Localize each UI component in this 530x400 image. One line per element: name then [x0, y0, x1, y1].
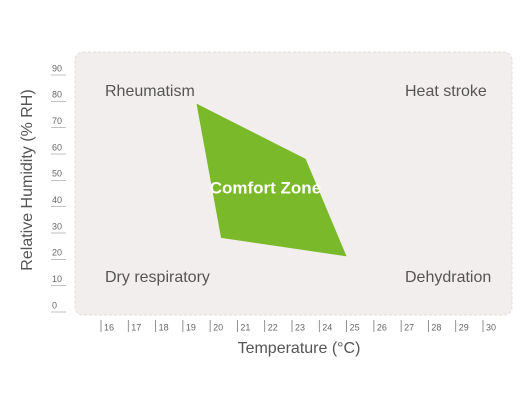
x-tick-label: 16 — [104, 322, 114, 332]
x-tick-label: 30 — [486, 322, 496, 332]
y-tick-label: 90 — [52, 63, 62, 73]
annotation: Dry respiratory — [105, 269, 210, 286]
x-tick-label: 19 — [186, 322, 196, 332]
x-tick-label: 21 — [240, 322, 250, 332]
y-tick-label: 80 — [52, 90, 62, 100]
x-tick-label: 20 — [213, 322, 223, 332]
x-tick-label: 24 — [322, 322, 332, 332]
x-tick-label: 28 — [431, 322, 441, 332]
annotation: Dehydration — [405, 269, 491, 286]
x-tick-label: 23 — [295, 322, 305, 332]
x-tick-label: 26 — [377, 322, 387, 332]
y-tick-label: 30 — [52, 221, 62, 231]
y-tick-label: 20 — [52, 248, 62, 258]
x-tick-label: 29 — [459, 322, 469, 332]
y-tick-label: 60 — [52, 142, 62, 152]
y-tick-label: 10 — [52, 274, 62, 284]
x-tick-label: 18 — [159, 322, 169, 332]
annotation: Heat stroke — [405, 83, 487, 100]
y-tick-label: 40 — [52, 195, 62, 205]
x-tick-label: 22 — [268, 322, 278, 332]
y-tick-label: 0 — [52, 300, 57, 310]
x-tick-label: 17 — [131, 322, 141, 332]
x-tick-label: 27 — [404, 322, 414, 332]
x-tick-label: 25 — [350, 322, 360, 332]
y-tick-label: 50 — [52, 169, 62, 179]
zone-label: Comfort Zone — [210, 179, 321, 198]
annotation: Rheumatism — [105, 83, 195, 100]
y-tick-label: 70 — [52, 116, 62, 126]
y-axis-label: Relative Humidity (% RH) — [19, 89, 36, 270]
comfort-zone — [196, 103, 347, 257]
x-axis-label: Temperature (°C) — [238, 340, 361, 357]
